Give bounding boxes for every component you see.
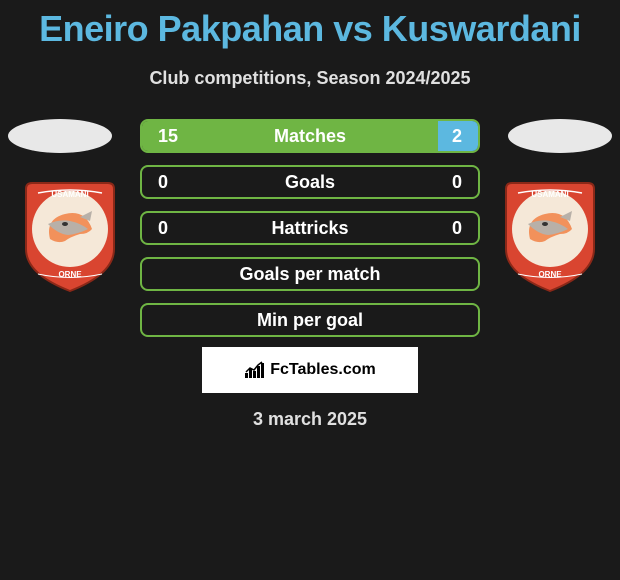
- stat-label: Goals: [142, 172, 478, 193]
- stat-label: Min per goal: [142, 310, 478, 331]
- club-logo-left: USAMANI ORNE: [20, 179, 120, 295]
- content-area: USAMANI ORNE USAMANI ORNE: [0, 119, 620, 339]
- stat-bar: 0Hattricks0: [140, 211, 480, 245]
- stat-label: Matches: [142, 126, 478, 147]
- comparison-widget: Eneiro Pakpahan vs Kuswardani Club compe…: [0, 0, 620, 430]
- stat-label: Goals per match: [142, 264, 478, 285]
- stat-value-right: 2: [452, 126, 462, 147]
- date-label: 3 march 2025: [0, 409, 620, 430]
- stat-label: Hattricks: [142, 218, 478, 239]
- brand-text: FcTables.com: [270, 361, 376, 379]
- stat-value-right: 0: [452, 172, 462, 193]
- stat-bar: Min per goal: [140, 303, 480, 337]
- page-title: Eneiro Pakpahan vs Kuswardani: [0, 0, 620, 50]
- page-subtitle: Club competitions, Season 2024/2025: [0, 68, 620, 89]
- svg-text:ORNE: ORNE: [58, 270, 82, 279]
- player-photo-right-placeholder: [508, 119, 612, 153]
- club-logo-right: USAMANI ORNE: [500, 179, 600, 295]
- svg-text:ORNE: ORNE: [538, 270, 562, 279]
- stat-bar: 15Matches2: [140, 119, 480, 153]
- shield-icon: USAMANI ORNE: [20, 179, 120, 295]
- stat-bar: 0Goals0: [140, 165, 480, 199]
- svg-text:USAMANI: USAMANI: [531, 190, 568, 199]
- player-photo-left-placeholder: [8, 119, 112, 153]
- branding-badge: FcTables.com: [202, 347, 418, 393]
- chart-icon: [244, 361, 266, 379]
- stat-value-right: 0: [452, 218, 462, 239]
- shield-icon: USAMANI ORNE: [500, 179, 600, 295]
- stat-bar: Goals per match: [140, 257, 480, 291]
- svg-text:USAMANI: USAMANI: [51, 190, 88, 199]
- stats-area: 15Matches20Goals00Hattricks0Goals per ma…: [140, 119, 480, 349]
